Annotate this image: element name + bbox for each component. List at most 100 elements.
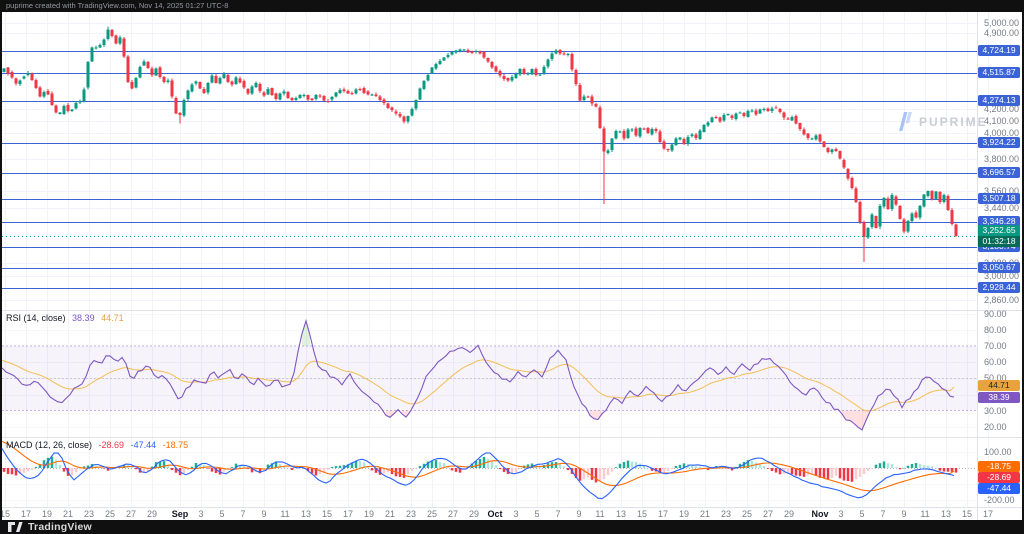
rsi-line	[1, 318, 955, 431]
macd-hist-badge: -28.69	[978, 472, 1020, 483]
right-border	[1022, 0, 1024, 534]
time-axis-label: 3	[513, 509, 519, 519]
tradingview-brand[interactable]: TradingView	[28, 521, 92, 533]
time-axis-label: 17	[657, 509, 669, 519]
rsi-axis-label: 20.00	[984, 422, 1007, 432]
time-axis-label: 29	[783, 509, 795, 519]
time-axis-label: 9	[576, 509, 582, 519]
macd-line-badge: -47.44	[978, 483, 1020, 494]
left-border	[0, 0, 2, 534]
time-axis-label: 5	[534, 509, 540, 519]
price-axis-label: 4,100.00	[984, 116, 1020, 126]
price-level-lines[interactable]	[2, 51, 977, 289]
price-level-badge: 3,924.22	[978, 137, 1020, 148]
time-axis-label: 27	[125, 509, 137, 519]
price-level-badge: 3,050.67	[978, 262, 1020, 273]
time-axis-label: 11	[595, 509, 605, 519]
time-axis-label: 11	[920, 509, 930, 519]
time-axis-label: 15	[321, 509, 333, 519]
price-axis-label: 4,900.00	[984, 28, 1020, 38]
time-axis-label: 9	[901, 509, 907, 519]
rsi-ma-badge: 44.71	[978, 380, 1020, 391]
time-axis-label: Sep	[171, 509, 189, 519]
macd-hist-value: -28.69	[98, 440, 125, 450]
time-axis-label: Nov	[811, 509, 829, 519]
countdown-timer: 01:32:18	[978, 236, 1020, 247]
macd-line-value: -47.44	[130, 440, 157, 450]
price-axis-label: 3,000.00	[984, 271, 1020, 281]
time-axis-label: 23	[83, 509, 95, 519]
time-axis-label: 21	[699, 509, 711, 519]
time-axis-label: 13	[615, 509, 627, 519]
current-price-badge: 3,252.65 01:32:18	[978, 225, 1020, 247]
watermark-text: PUPRIME	[919, 114, 988, 129]
macd-histogram	[2, 456, 958, 483]
time-axis-label: 9	[261, 509, 267, 519]
macd-title: MACD (12, 26, close)	[6, 440, 93, 450]
macd-axis-label: -200.00	[984, 495, 1015, 505]
price-axis-label: 3,560.00	[984, 186, 1020, 196]
price-level-badge: 3,346.28	[978, 216, 1020, 227]
time-axis-label: 13	[300, 509, 312, 519]
time-axis-label: 29	[468, 509, 480, 519]
time-axis-label: 23	[720, 509, 732, 519]
rsi-indicator-legend[interactable]: RSI (14, close) 38.39 44.71	[6, 313, 124, 323]
time-axis-label: 7	[240, 509, 246, 519]
current-price: 3,252.65	[982, 225, 1016, 235]
time-axis-label: 5	[859, 509, 865, 519]
price-axis-label: 3,800.00	[984, 154, 1020, 164]
time-axis-label: 25	[104, 509, 116, 519]
macd-axis-label: 100.00	[984, 447, 1012, 457]
rsi-ma-value: 44.71	[101, 313, 124, 323]
time-axis-label: 25	[426, 509, 438, 519]
price-level-badge: 3,696.57	[978, 167, 1020, 178]
footer-bar: TradingView	[0, 520, 1024, 534]
time-axis-label: 7	[555, 509, 561, 519]
rsi-title: RSI (14, close)	[6, 313, 66, 323]
time-axis-label: 3	[838, 509, 844, 519]
rsi-axis-label: 70.00	[984, 341, 1007, 351]
time-axis-label: 19	[363, 509, 375, 519]
time-axis-label: 21	[384, 509, 396, 519]
time-axis-label: 15	[0, 509, 11, 519]
macd-signal-value: -18.75	[162, 440, 189, 450]
price-axis-label: 3,440.00	[984, 203, 1020, 213]
tradingview-logo-icon	[8, 522, 23, 532]
time-axis-label: 27	[447, 509, 459, 519]
rsi-axis-label: 60.00	[984, 357, 1007, 367]
rsi-axis-label: 80.00	[984, 325, 1007, 335]
time-axis-label: 21	[62, 509, 74, 519]
macd-indicator-legend[interactable]: MACD (12, 26, close) -28.69 -47.44 -18.7…	[6, 440, 188, 450]
time-axis-label: 11	[280, 509, 290, 519]
rsi-axis-label: 50.00	[984, 373, 1007, 383]
price-axis-label: 4,200.00	[984, 104, 1020, 114]
macd-signal-line	[1, 440, 955, 492]
time-axis-label: 3	[198, 509, 204, 519]
pane-separators[interactable]	[2, 12, 1022, 520]
title-text: puprime created with TradingView.com, No…	[6, 1, 229, 10]
candlestick-series	[2, 26, 958, 263]
grid-lines	[2, 12, 989, 507]
price-level-badge: 4,724.19	[978, 45, 1020, 56]
price-level-badge: 3,507.18	[978, 193, 1020, 204]
rsi-axis-label: 90.00	[984, 309, 1007, 319]
time-axis-label: 25	[741, 509, 753, 519]
price-axis-label: 5,000.00	[984, 18, 1020, 28]
time-axis-label: 15	[636, 509, 648, 519]
brand-watermark: PUPRIME	[898, 112, 988, 131]
price-axis-label: 2,860.00	[984, 295, 1020, 305]
rsi-value-badge: 38.39	[978, 392, 1020, 403]
time-axis-label: 17	[20, 509, 32, 519]
time-axis-label: 5	[219, 509, 225, 519]
time-axis-label: 27	[762, 509, 774, 519]
rsi-axis-label: 30.00	[984, 406, 1007, 416]
price-axis-label: 4,000.00	[984, 128, 1020, 138]
rsi-ma-line	[1, 359, 955, 412]
title-bar: puprime created with TradingView.com, No…	[0, 0, 1024, 12]
macd-signal-badge: -18.75	[978, 461, 1020, 472]
price-level-badge: 4,274.13	[978, 95, 1020, 106]
price-level-badge: 2,928.44	[978, 282, 1020, 293]
macd-line	[1, 448, 955, 500]
rsi-value: 38.39	[72, 313, 95, 323]
